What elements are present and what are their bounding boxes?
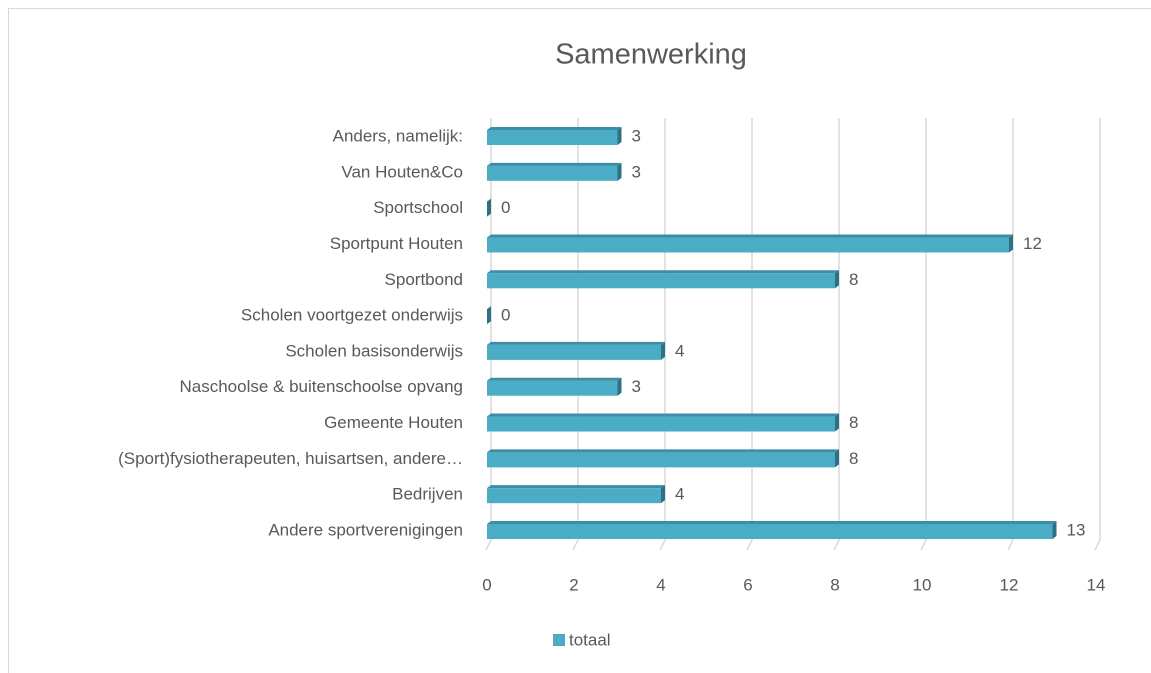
value-label: 4	[675, 485, 684, 504]
value-label: 0	[501, 198, 510, 217]
value-label: 3	[632, 377, 641, 396]
y-tick-label: Gemeente Houten	[324, 413, 463, 432]
y-tick-label: Van Houten&Co	[341, 162, 463, 181]
grid-line	[746, 118, 753, 551]
bar	[487, 198, 491, 217]
bar-top	[487, 162, 622, 166]
bar-front	[487, 380, 618, 396]
value-label: 8	[849, 270, 858, 289]
value-label: 8	[849, 413, 858, 432]
grid-line	[1007, 118, 1014, 551]
bar-side	[1052, 521, 1057, 539]
bar	[487, 127, 622, 145]
value-label: 0	[501, 306, 510, 325]
y-tick-label: Anders, namelijk:	[333, 126, 463, 145]
chart-title: Samenwerking	[555, 39, 747, 71]
bar-side	[661, 485, 665, 504]
x-tick-label: 2	[569, 575, 578, 594]
bar	[487, 413, 839, 432]
bar-side	[661, 341, 665, 360]
y-tick-label: Scholen voortgezet onderwijs	[241, 306, 463, 325]
grid-line	[833, 118, 840, 551]
x-tick-label: 12	[1000, 575, 1019, 594]
bar	[487, 306, 491, 325]
y-tick-label: Sportschool	[373, 198, 463, 217]
bar-front	[487, 452, 835, 468]
bar	[487, 377, 622, 396]
x-tick-label: 10	[913, 575, 932, 594]
bar-top	[487, 270, 839, 274]
x-tick-label: 8	[830, 575, 839, 594]
bar	[487, 162, 622, 181]
bar-front	[487, 165, 618, 181]
x-tick-label: 14	[1087, 575, 1106, 594]
x-tick-label: 0	[482, 575, 491, 594]
legend-label: totaal	[569, 630, 611, 649]
x-tick-label: 6	[743, 575, 752, 594]
y-tick-label: Sportbond	[385, 270, 463, 289]
value-label: 4	[675, 341, 684, 360]
bar-side	[835, 449, 839, 468]
bar-front	[487, 130, 618, 145]
bar	[487, 521, 1057, 539]
bar-top	[487, 449, 839, 453]
bar	[487, 234, 1013, 253]
bar	[487, 449, 839, 468]
bar-front	[487, 237, 1009, 253]
bar-top	[487, 341, 665, 345]
bar-front	[487, 273, 835, 289]
value-label: 3	[632, 126, 641, 145]
value-label: 3	[632, 162, 641, 181]
value-label: 13	[1067, 520, 1086, 539]
bar-top	[487, 377, 622, 381]
value-label: 12	[1023, 234, 1042, 253]
y-tick-label: Naschoolse & buitenschoolse opvang	[179, 377, 463, 396]
bar-front	[487, 344, 661, 360]
y-tick-label: Scholen basisonderwijs	[285, 341, 463, 360]
bar-top	[487, 234, 1013, 238]
bar	[487, 341, 665, 360]
value-label: 8	[849, 449, 858, 468]
bar-side	[487, 198, 491, 217]
chart-frame	[8, 8, 1151, 673]
bar	[487, 270, 839, 289]
bar-side	[617, 162, 622, 181]
bar-front	[487, 488, 661, 504]
bar-top	[487, 485, 665, 489]
y-tick-label: Bedrijven	[392, 485, 463, 504]
grid-line	[920, 118, 927, 551]
x-tick-label: 4	[656, 575, 665, 594]
y-tick-label: (Sport)fysiotherapeuten, huisartsen, and…	[118, 449, 463, 468]
bar-top	[487, 413, 839, 417]
bar-side	[617, 127, 622, 145]
bar-side	[835, 413, 839, 432]
bar-side	[487, 306, 491, 325]
bar-side	[617, 377, 622, 396]
bar	[487, 485, 665, 504]
legend-swatch	[553, 634, 565, 646]
bar-side	[835, 270, 839, 289]
bar-front	[487, 524, 1053, 539]
bar-front	[487, 416, 835, 432]
y-tick-label: Sportpunt Houten	[330, 234, 463, 253]
grid-line	[485, 118, 492, 551]
grid-line	[659, 118, 666, 551]
bar-side	[1009, 234, 1013, 253]
bar-top	[487, 521, 1057, 524]
grid-line	[1094, 118, 1101, 551]
grid-line	[572, 118, 579, 551]
y-tick-label: Andere sportverenigingen	[268, 520, 463, 539]
bar-top	[487, 127, 622, 130]
